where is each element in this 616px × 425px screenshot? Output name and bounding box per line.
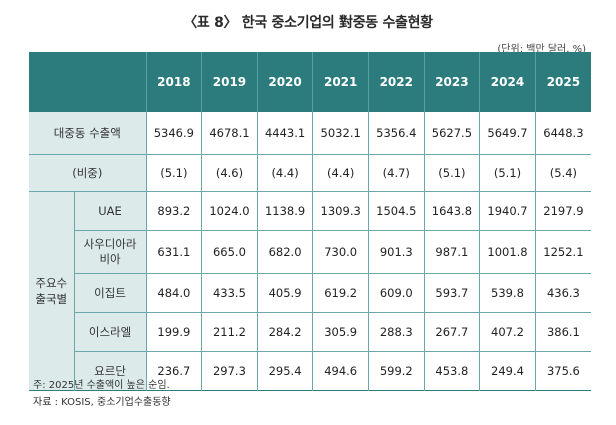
table-cell: 284.2 — [256, 312, 313, 352]
table-cell: 5356.4 — [367, 112, 425, 155]
table-cell: 267.7 — [423, 312, 480, 352]
table-title: 〈표 8〉 한국 중소기업의 對중동 수출현황 — [183, 15, 433, 31]
note-text: 주: 2025년 수출액이 높은 순임. — [33, 380, 170, 391]
country-label: 요르단 — [73, 351, 147, 391]
table-cell: 236.7 — [145, 351, 202, 391]
table-cell: 5032.1 — [312, 112, 369, 155]
table-cell: 288.3 — [367, 312, 425, 352]
header-row: 2018 2019 2020 2021 2022 2023 2024 2025 — [29, 52, 591, 112]
table-row-country: 요르단 236.7 297.3 295.4 494.6 599.2 453.8 … — [29, 351, 591, 391]
table-cell: 1940.7 — [479, 191, 536, 231]
table-cell: 5627.5 — [423, 112, 480, 155]
row-label: 대중동 수출액 — [29, 112, 147, 155]
year-header: 2022 — [367, 52, 425, 112]
table-cell: 1309.3 — [312, 191, 369, 231]
table-cell: 593.7 — [423, 273, 480, 313]
year-header: 2019 — [201, 52, 258, 112]
table-cell: 5649.7 — [479, 112, 536, 155]
table-cell: 407.2 — [479, 312, 536, 352]
source-text: 자료 : KOSIS, 중소기업수출동향 — [33, 397, 171, 408]
table-cell: 901.3 — [367, 230, 425, 274]
table-cell: 4678.1 — [201, 112, 258, 155]
table-cell: (5.4) — [534, 154, 591, 192]
table-cell: 305.9 — [312, 312, 369, 352]
country-label: 이집트 — [73, 273, 147, 313]
table-notes: 주: 2025년 수출액이 높은 순임. 자료 : KOSIS, 중소기업수출동… — [33, 377, 171, 411]
table-cell: 1643.8 — [423, 191, 480, 231]
group-label-line1: 주요수 — [35, 276, 68, 290]
year-header: 2020 — [256, 52, 313, 112]
table-cell: 599.2 — [367, 351, 425, 391]
export-table: 2018 2019 2020 2021 2022 2023 2024 2025 … — [29, 52, 591, 391]
year-header: 2021 — [312, 52, 369, 112]
table-cell: (4.6) — [201, 154, 258, 192]
table-cell: (5.1) — [423, 154, 480, 192]
table-row-country: 이스라엘 199.9 211.2 284.2 305.9 288.3 267.7… — [29, 312, 591, 352]
table-cell: 2197.9 — [534, 191, 591, 231]
table-cell: (5.1) — [145, 154, 202, 192]
year-header: 2018 — [145, 52, 202, 112]
table-cell: (4.7) — [367, 154, 425, 192]
header-corner — [29, 52, 147, 112]
table-cell: 1504.5 — [367, 191, 425, 231]
table-row-country: 이집트 484.0 433.5 405.9 619.2 609.0 593.7 … — [29, 273, 591, 313]
table-cell: 1138.9 — [256, 191, 313, 231]
country-label-line1: 사우디아라 — [83, 237, 137, 251]
table-cell: 494.6 — [312, 351, 369, 391]
table-cell: 619.2 — [312, 273, 369, 313]
table-cell: 682.0 — [256, 230, 313, 274]
table-cell: 539.8 — [479, 273, 536, 313]
table-cell: 436.3 — [534, 273, 591, 313]
table-cell: 405.9 — [256, 273, 313, 313]
country-label-line2: 비아 — [99, 252, 121, 266]
table-row-country: 주요수 출국별 UAE 893.2 1024.0 1138.9 1309.3 1… — [29, 191, 591, 391]
table-cell: (4.4) — [256, 154, 313, 192]
table-cell: 631.1 — [145, 230, 202, 274]
table-cell: (5.1) — [479, 154, 536, 192]
table-cell: 987.1 — [423, 230, 480, 274]
table-cell: 484.0 — [145, 273, 202, 313]
year-header: 2024 — [479, 52, 536, 112]
table-row-ratio: (비중) (5.1) (4.6) (4.4) (4.4) (4.7) (5.1)… — [29, 154, 591, 192]
table-row-country: 사우디아라 비아 631.1 665.0 682.0 730.0 901.3 9… — [29, 230, 591, 274]
row-label: (비중) — [29, 154, 147, 192]
table-cell: 386.1 — [534, 312, 591, 352]
table-cell: 297.3 — [201, 351, 258, 391]
country-label: 사우디아라 비아 — [73, 230, 147, 274]
table-cell: 1024.0 — [201, 191, 258, 231]
table-cell: 665.0 — [201, 230, 258, 274]
table-cell: (4.4) — [312, 154, 369, 192]
table-cell: 1252.1 — [534, 230, 591, 274]
table-row-total: 대중동 수출액 5346.9 4678.1 4443.1 5032.1 5356… — [29, 112, 591, 155]
table-cell: 199.9 — [145, 312, 202, 352]
table-cell: 609.0 — [367, 273, 425, 313]
table-cell: 453.8 — [423, 351, 480, 391]
group-label: 주요수 출국별 — [29, 191, 75, 391]
table-cell: 211.2 — [201, 312, 258, 352]
table-cell: 893.2 — [145, 191, 202, 231]
table-cell: 249.4 — [479, 351, 536, 391]
table-cell: 4443.1 — [256, 112, 313, 155]
table-cell: 295.4 — [256, 351, 313, 391]
year-header: 2025 — [534, 52, 591, 112]
table-cell: 1001.8 — [479, 230, 536, 274]
table-cell: 433.5 — [201, 273, 258, 313]
table-cell: 5346.9 — [145, 112, 202, 155]
year-header: 2023 — [423, 52, 480, 112]
country-label: UAE — [73, 191, 147, 231]
country-label: 이스라엘 — [73, 312, 147, 352]
table-cell: 730.0 — [312, 230, 369, 274]
table-cell: 6448.3 — [534, 112, 591, 155]
unit-label: (단위: 백만 달러, %) — [497, 44, 586, 55]
group-label-line2: 출국별 — [35, 292, 68, 306]
table-cell: 375.6 — [534, 351, 591, 391]
